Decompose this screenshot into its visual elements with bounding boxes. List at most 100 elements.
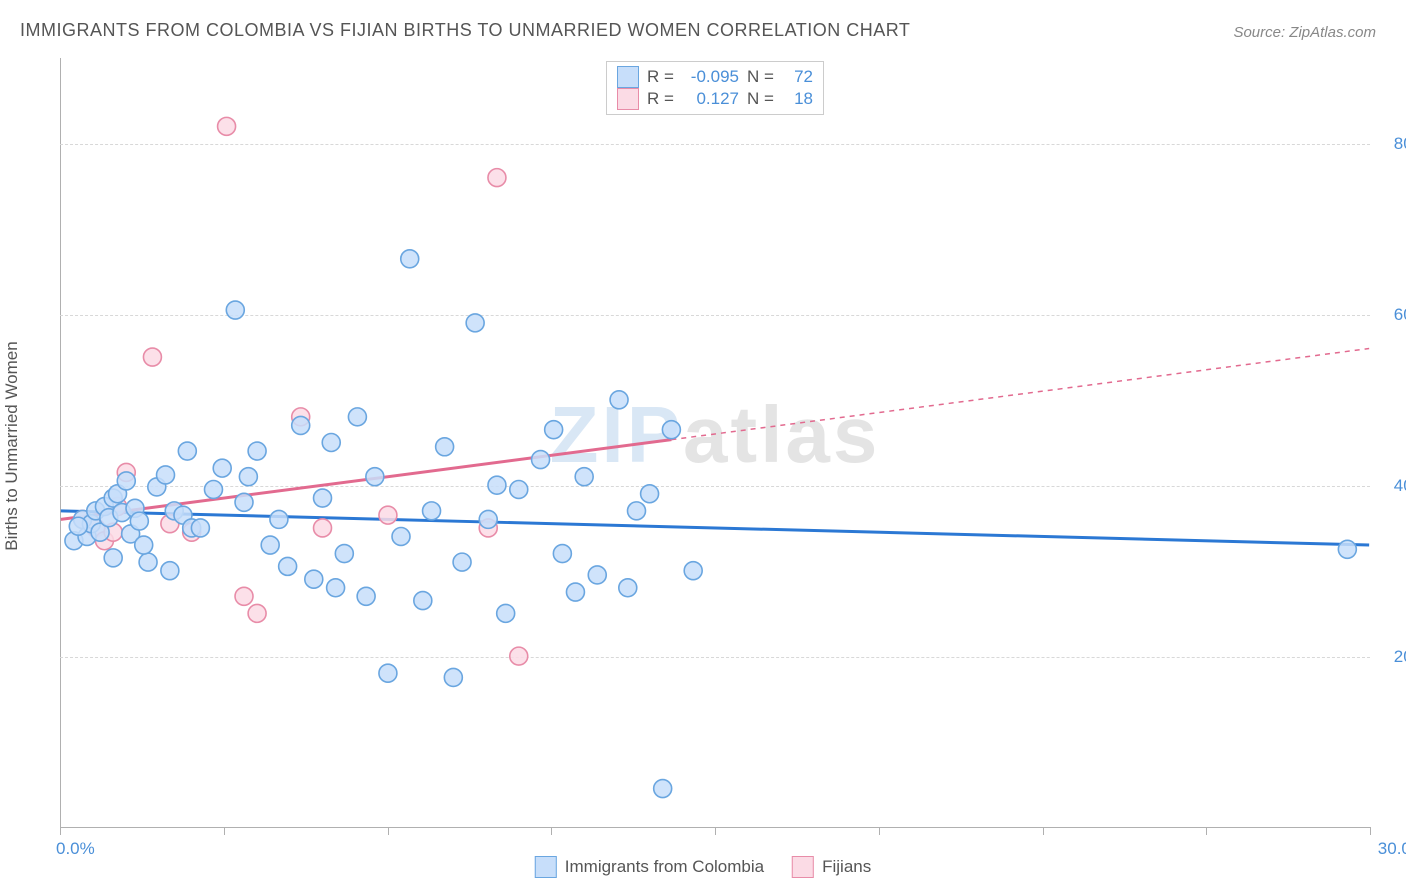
x-tick: [551, 827, 552, 835]
scatter-point: [270, 510, 288, 528]
scatter-point: [510, 481, 528, 499]
plot-svg: [60, 58, 1370, 827]
scatter-point: [588, 566, 606, 584]
plot-area: ZIPatlas R = -0.095 N = 72 R = 0.127 N =…: [60, 58, 1370, 828]
scatter-point: [575, 468, 593, 486]
scatter-point: [143, 348, 161, 366]
scatter-point: [161, 562, 179, 580]
y-tick-label: 20.0%: [1394, 647, 1406, 667]
scatter-point: [135, 536, 153, 554]
x-tick: [388, 827, 389, 835]
scatter-point: [130, 512, 148, 530]
scatter-point: [366, 468, 384, 486]
n-label: N =: [747, 89, 775, 109]
scatter-point: [104, 549, 122, 567]
scatter-point: [248, 442, 266, 460]
scatter-point: [497, 604, 515, 622]
legend-row-colombia: R = -0.095 N = 72: [617, 66, 813, 88]
correlation-legend: R = -0.095 N = 72 R = 0.127 N = 18: [606, 61, 824, 115]
x-tick: [224, 827, 225, 835]
x-tick: [1206, 827, 1207, 835]
n-label: N =: [747, 67, 775, 87]
chart-container: IMMIGRANTS FROM COLOMBIA VS FIJIAN BIRTH…: [0, 0, 1406, 892]
scatter-point: [392, 528, 410, 546]
scatter-point: [532, 451, 550, 469]
scatter-point: [139, 553, 157, 571]
scatter-point: [327, 579, 345, 597]
scatter-point: [235, 587, 253, 605]
swatch-fijians-icon: [792, 856, 814, 878]
scatter-point: [488, 476, 506, 494]
scatter-point: [292, 416, 310, 434]
scatter-point: [444, 668, 462, 686]
scatter-point: [117, 472, 135, 490]
x-tick: [1370, 827, 1371, 835]
chart-title: IMMIGRANTS FROM COLOMBIA VS FIJIAN BIRTH…: [20, 20, 910, 41]
scatter-point: [157, 466, 175, 484]
scatter-point: [641, 485, 659, 503]
scatter-point: [348, 408, 366, 426]
legend-label-fijians: Fijians: [822, 857, 871, 877]
scatter-point: [248, 604, 266, 622]
n-value-colombia: 72: [783, 67, 813, 87]
scatter-point: [628, 502, 646, 520]
n-value-fijians: 18: [783, 89, 813, 109]
scatter-point: [314, 519, 332, 537]
scatter-point: [414, 592, 432, 610]
x-tick: [879, 827, 880, 835]
scatter-point: [662, 421, 680, 439]
scatter-point: [488, 169, 506, 187]
trendline-fijians-dashed: [671, 349, 1369, 440]
scatter-point: [279, 557, 297, 575]
r-value-fijians: 0.127: [683, 89, 739, 109]
scatter-point: [239, 468, 257, 486]
scatter-point: [401, 250, 419, 268]
y-axis-label: Births to Unmarried Women: [2, 341, 22, 550]
scatter-point: [566, 583, 584, 601]
scatter-point: [436, 438, 454, 456]
scatter-point: [610, 391, 628, 409]
r-value-colombia: -0.095: [683, 67, 739, 87]
x-tick: [1043, 827, 1044, 835]
scatter-point: [314, 489, 332, 507]
scatter-point: [619, 579, 637, 597]
scatter-point: [226, 301, 244, 319]
x-tick: [60, 827, 61, 835]
scatter-point: [479, 510, 497, 528]
scatter-point: [191, 519, 209, 537]
legend-label-colombia: Immigrants from Colombia: [565, 857, 764, 877]
r-label: R =: [647, 67, 675, 87]
x-tick-label-min: 0.0%: [56, 839, 95, 859]
y-tick-label: 60.0%: [1394, 305, 1406, 325]
scatter-point: [654, 780, 672, 798]
scatter-point: [545, 421, 563, 439]
scatter-point: [204, 481, 222, 499]
y-tick-label: 40.0%: [1394, 476, 1406, 496]
scatter-point: [466, 314, 484, 332]
scatter-point: [379, 506, 397, 524]
scatter-point: [213, 459, 231, 477]
scatter-point: [510, 647, 528, 665]
scatter-point: [1338, 540, 1356, 558]
scatter-point: [453, 553, 471, 571]
scatter-point: [218, 117, 236, 135]
scatter-point: [235, 493, 253, 511]
swatch-colombia: [617, 66, 639, 88]
x-tick: [715, 827, 716, 835]
scatter-point: [423, 502, 441, 520]
series-legend: Immigrants from Colombia Fijians: [535, 856, 871, 878]
scatter-point: [335, 545, 353, 563]
trendline-colombia: [61, 511, 1369, 545]
source-attribution: Source: ZipAtlas.com: [1233, 24, 1376, 41]
scatter-point: [305, 570, 323, 588]
scatter-point: [69, 517, 87, 535]
scatter-point: [178, 442, 196, 460]
x-tick-label-max: 30.0%: [1378, 839, 1406, 859]
scatter-point: [553, 545, 571, 563]
scatter-point: [261, 536, 279, 554]
swatch-colombia-icon: [535, 856, 557, 878]
scatter-point: [684, 562, 702, 580]
legend-row-fijians: R = 0.127 N = 18: [617, 88, 813, 110]
r-label: R =: [647, 89, 675, 109]
swatch-fijians: [617, 88, 639, 110]
